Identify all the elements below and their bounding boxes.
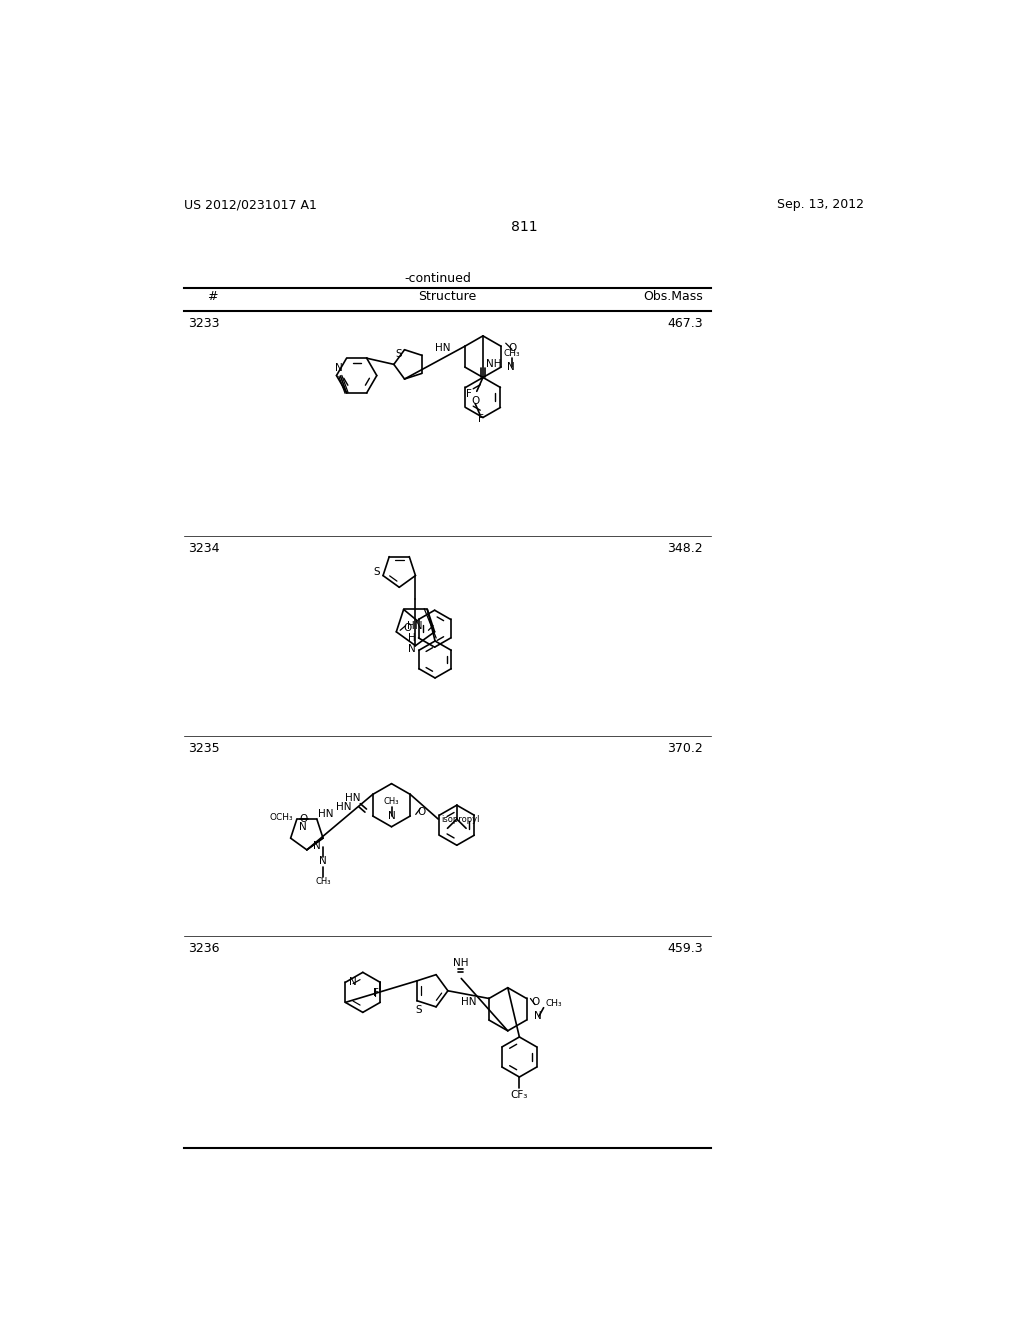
Text: O: O (509, 343, 517, 352)
Text: F: F (478, 414, 484, 424)
Text: CH₃: CH₃ (504, 348, 520, 358)
Text: S: S (374, 566, 380, 577)
Text: O: O (471, 396, 479, 405)
Text: Sep. 13, 2012: Sep. 13, 2012 (777, 198, 864, 211)
Text: CH₃: CH₃ (315, 876, 331, 886)
Text: -continued: -continued (404, 272, 471, 285)
Text: O: O (403, 623, 412, 634)
Text: O: O (531, 997, 540, 1007)
Text: Structure: Structure (418, 290, 476, 304)
Text: 3233: 3233 (187, 317, 219, 330)
Text: 811: 811 (511, 220, 539, 234)
Text: O: O (417, 807, 425, 817)
Text: 3236: 3236 (187, 942, 219, 956)
Text: HN: HN (336, 801, 351, 812)
Text: N: N (313, 841, 321, 851)
Text: S: S (395, 350, 401, 359)
Text: O: O (299, 814, 307, 824)
Text: Obs.Mass: Obs.Mass (643, 290, 703, 304)
Text: 3235: 3235 (187, 742, 219, 755)
Text: HN: HN (345, 793, 360, 804)
Text: 459.3: 459.3 (668, 942, 703, 956)
Text: HN: HN (318, 809, 334, 820)
Text: CH₃: CH₃ (384, 797, 399, 805)
Text: N: N (319, 857, 327, 866)
Text: #: # (207, 290, 217, 304)
Text: HN: HN (435, 343, 451, 352)
Text: F: F (466, 389, 472, 400)
Text: 3234: 3234 (187, 543, 219, 554)
Text: N: N (535, 1011, 542, 1022)
Text: 467.3: 467.3 (668, 317, 703, 330)
Text: HN: HN (461, 998, 476, 1007)
Text: 370.2: 370.2 (668, 742, 703, 755)
Text: HN: HN (407, 620, 422, 631)
Text: 348.2: 348.2 (668, 543, 703, 554)
Text: N: N (388, 810, 395, 821)
Text: N: N (299, 822, 307, 832)
Text: S: S (416, 1005, 422, 1015)
Text: N: N (507, 362, 515, 372)
Text: isopropyl: isopropyl (441, 814, 480, 824)
Text: CH₃: CH₃ (545, 999, 562, 1007)
Text: US 2012/0231017 A1: US 2012/0231017 A1 (183, 198, 316, 211)
Text: NH: NH (486, 359, 502, 368)
Text: OCH₃: OCH₃ (270, 813, 294, 822)
Text: N: N (349, 977, 357, 987)
Text: F: F (374, 989, 379, 998)
Text: NH: NH (454, 958, 469, 968)
Text: H
N: H N (408, 632, 416, 655)
Text: CF₃: CF₃ (511, 1090, 528, 1101)
Text: N: N (335, 363, 343, 374)
